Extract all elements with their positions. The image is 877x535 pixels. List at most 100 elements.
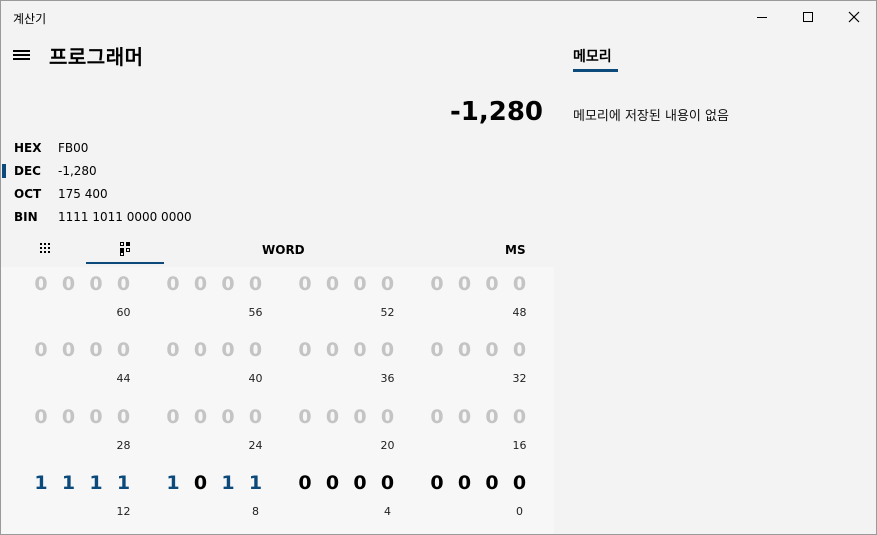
- word-size-button[interactable]: WORD: [262, 243, 305, 257]
- close-icon: [848, 11, 860, 23]
- bit-toggle[interactable]: 0: [61, 406, 76, 428]
- bit-toggle[interactable]: 0: [298, 339, 312, 361]
- radix-value: -1,280: [58, 164, 97, 178]
- bit-toggle[interactable]: 0: [353, 472, 367, 494]
- bit-toggle[interactable]: 0: [193, 339, 208, 361]
- bit-toggle[interactable]: 0: [89, 406, 103, 428]
- bit-position-label: 4: [384, 505, 391, 518]
- bit-toggle[interactable]: 0: [221, 273, 235, 295]
- minimize-button[interactable]: [739, 1, 785, 33]
- bit-toggle[interactable]: 0: [193, 472, 208, 494]
- bit-toggle[interactable]: 0: [325, 472, 340, 494]
- radix-row-bin[interactable]: BIN 1111 1011 0000 0000: [1, 206, 301, 228]
- bit-toggle[interactable]: 0: [457, 273, 472, 295]
- bit-toggle[interactable]: 0: [485, 339, 499, 361]
- bit-toggle[interactable]: 0: [457, 339, 472, 361]
- bit-position-label: 12: [116, 505, 131, 518]
- bit-position-label: 36: [380, 372, 395, 385]
- bit-toggle[interactable]: 1: [248, 472, 263, 494]
- memory-empty-message: 메모리에 저장된 내용이 없음: [573, 109, 729, 124]
- bit-toggle[interactable]: 0: [430, 273, 444, 295]
- bit-toggle-tab-indicator: [86, 262, 164, 264]
- bit-toggle[interactable]: 0: [485, 472, 499, 494]
- bit-toggle[interactable]: 0: [221, 339, 235, 361]
- bit-toggle[interactable]: 0: [512, 273, 527, 295]
- memory-store-button[interactable]: MS: [505, 243, 526, 257]
- bit-toggle[interactable]: 0: [430, 472, 444, 494]
- bit-position-label: 20: [380, 439, 395, 452]
- bit-toggle[interactable]: 0: [193, 273, 208, 295]
- bit-toggle[interactable]: 0: [353, 406, 367, 428]
- bit-toggle[interactable]: 1: [89, 472, 103, 494]
- bit-toggle[interactable]: 0: [116, 406, 131, 428]
- bit-toggle[interactable]: 0: [485, 406, 499, 428]
- bit-toggle[interactable]: 0: [248, 273, 263, 295]
- bit-toggle[interactable]: 1: [61, 472, 76, 494]
- bit-toggle[interactable]: 0: [166, 406, 180, 428]
- bit-toggle[interactable]: 1: [221, 472, 235, 494]
- bit-toggle[interactable]: 0: [298, 472, 312, 494]
- bit-position-label: 56: [248, 306, 263, 319]
- bit-toggle[interactable]: 0: [61, 273, 76, 295]
- maximize-button[interactable]: [785, 1, 831, 33]
- bit-toggle[interactable]: 0: [457, 472, 472, 494]
- bit-toggle[interactable]: 0: [485, 273, 499, 295]
- bit-toggle[interactable]: 0: [353, 273, 367, 295]
- radix-value: 1111 1011 0000 0000: [58, 210, 192, 224]
- bit-toggle[interactable]: 0: [116, 273, 131, 295]
- bit-toggle-icon[interactable]: [117, 241, 133, 257]
- selected-indicator: [2, 164, 6, 178]
- bit-toggle[interactable]: 0: [298, 273, 312, 295]
- bit-toggle[interactable]: 0: [116, 339, 131, 361]
- bit-position-label: 52: [380, 306, 395, 319]
- radix-row-hex[interactable]: HEX FB00: [1, 137, 301, 159]
- bit-toggle[interactable]: 0: [353, 339, 367, 361]
- bit-toggle[interactable]: 0: [380, 273, 395, 295]
- bit-toggle[interactable]: 0: [89, 339, 103, 361]
- bit-toggle[interactable]: 0: [512, 339, 527, 361]
- bit-toggle[interactable]: 0: [166, 273, 180, 295]
- bit-toggle[interactable]: 0: [166, 339, 180, 361]
- bit-toggle[interactable]: 0: [512, 472, 527, 494]
- bit-toggle[interactable]: 0: [457, 406, 472, 428]
- bit-toggle[interactable]: 0: [512, 406, 527, 428]
- bit-toggle[interactable]: 0: [325, 339, 340, 361]
- radix-label: OCT: [14, 187, 42, 201]
- bit-position-label: 24: [248, 439, 263, 452]
- bit-toggle[interactable]: 0: [34, 273, 48, 295]
- bit-toggle[interactable]: 0: [61, 339, 76, 361]
- bit-toggle[interactable]: 0: [89, 273, 103, 295]
- bit-toggle[interactable]: 1: [116, 472, 131, 494]
- bit-position-label: 16: [512, 439, 527, 452]
- bit-toggle[interactable]: 0: [34, 406, 48, 428]
- bit-toggle[interactable]: 0: [380, 472, 395, 494]
- bit-toggle[interactable]: 0: [430, 339, 444, 361]
- radix-value: FB00: [58, 141, 89, 155]
- close-button[interactable]: [831, 1, 876, 33]
- bit-toggle[interactable]: 0: [193, 406, 208, 428]
- keypad-icon[interactable]: [38, 241, 54, 257]
- radix-row-oct[interactable]: OCT 175 400: [1, 183, 301, 205]
- bit-toggle[interactable]: 0: [380, 406, 395, 428]
- bit-toggle[interactable]: 0: [248, 406, 263, 428]
- bit-position-label: 28: [116, 439, 131, 452]
- bit-toggle[interactable]: 0: [325, 406, 340, 428]
- bit-toggle[interactable]: 0: [298, 406, 312, 428]
- memory-tab[interactable]: 메모리: [573, 49, 612, 65]
- hamburger-icon: [13, 50, 30, 52]
- bit-toggle[interactable]: 1: [34, 472, 48, 494]
- memory-tab-indicator: [573, 69, 618, 72]
- radix-label: BIN: [14, 210, 38, 224]
- menu-button[interactable]: [13, 48, 31, 62]
- title-bar[interactable]: 계산기: [1, 1, 876, 33]
- bit-position-label: 44: [116, 372, 131, 385]
- bit-toggle[interactable]: 0: [248, 339, 263, 361]
- bit-toggle[interactable]: 0: [325, 273, 340, 295]
- bit-toggle[interactable]: 0: [380, 339, 395, 361]
- radix-row-dec[interactable]: DEC -1,280: [1, 160, 301, 182]
- bit-toggle[interactable]: 0: [34, 339, 48, 361]
- bit-toggle[interactable]: 0: [221, 406, 235, 428]
- bit-position-label: 40: [248, 372, 263, 385]
- bit-toggle[interactable]: 1: [166, 472, 180, 494]
- bit-toggle[interactable]: 0: [430, 406, 444, 428]
